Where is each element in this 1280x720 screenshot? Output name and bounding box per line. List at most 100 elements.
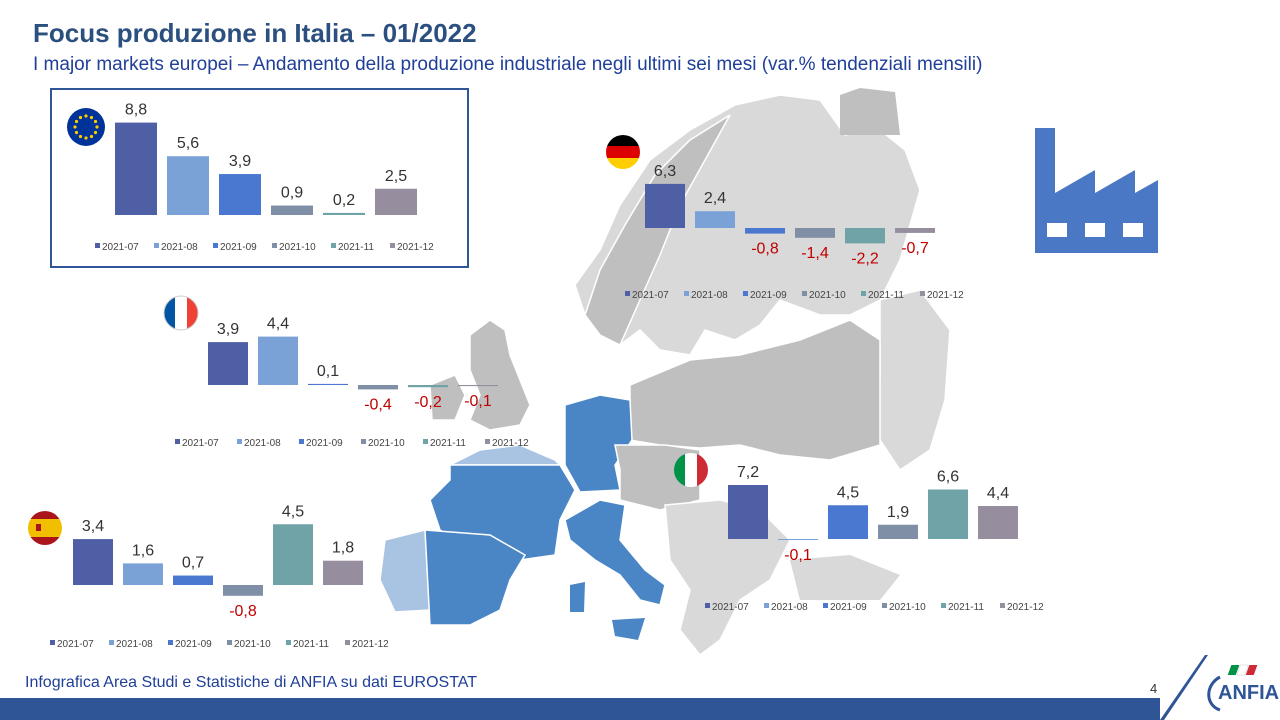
- bar-eu-2021-12: [375, 188, 417, 215]
- legend-entry-it-2021-07: 2021-07: [712, 602, 749, 613]
- legend-swatch-es-2021-10: [227, 640, 232, 645]
- data-label-eu-2021-10: 0,9: [281, 185, 303, 202]
- map-germany: [564, 394, 633, 493]
- spain-flag-icon: [28, 511, 62, 545]
- bar-fr-2021-12: [458, 385, 498, 387]
- legend-swatch-es-2021-11: [286, 640, 291, 645]
- bar-it-2021-11: [928, 489, 968, 539]
- legend-swatch-it-2021-09: [823, 603, 828, 608]
- data-label-es-2021-11: 4,5: [282, 503, 304, 520]
- bar-it-2021-10: [878, 524, 918, 539]
- data-label-es-2021-09: 0,7: [182, 555, 204, 572]
- eu-flag-icon: [67, 108, 105, 146]
- legend-entry-de-2021-07: 2021-07: [632, 290, 669, 301]
- data-label-es-2021-12: 1,8: [332, 540, 354, 557]
- data-label-de-2021-09: -0,8: [751, 241, 779, 258]
- bar-de-2021-08: [695, 211, 735, 228]
- chart-es: 3,4 1,6 0,7 -0,8 4,5 1,8 2021-07 2021-08 2021-09…: [50, 503, 389, 650]
- factory-icon: [1035, 128, 1158, 253]
- legend-entry-fr-2021-11: 2021-11: [430, 438, 466, 449]
- data-label-es-2021-08: 1,6: [132, 542, 154, 559]
- map-north-cap: [840, 88, 900, 135]
- bar-eu-2021-11: [323, 212, 365, 215]
- bottom-bar: [0, 698, 1160, 720]
- data-label-it-2021-11: 6,6: [937, 469, 959, 486]
- france-flag-icon: [163, 295, 199, 331]
- chart-eu: 8,8 5,6 3,9 0,9 0,2 2,5 2021-07 2021-08 2021-09 2…: [95, 102, 434, 253]
- legend-swatch-eu-2021-08: [154, 243, 159, 248]
- legend-swatch-fr-2021-11: [423, 439, 428, 444]
- legend-swatch-eu-2021-12: [390, 243, 395, 248]
- bar-fr-2021-08: [258, 336, 298, 385]
- legend-swatch-it-2021-10: [882, 603, 887, 608]
- page-subtitle: I major markets europei – Andamento dell…: [33, 54, 983, 75]
- legend-entry-eu-2021-10: 2021-10: [279, 242, 316, 253]
- legend-entry-it-2021-08: 2021-08: [771, 602, 808, 613]
- data-label-eu-2021-08: 5,6: [177, 135, 199, 152]
- legend-swatch-fr-2021-12: [485, 439, 490, 444]
- legend-entry-de-2021-10: 2021-10: [809, 290, 846, 301]
- legend-entry-de-2021-11: 2021-11: [868, 290, 904, 301]
- chart-de: 6,3 2,4 -0,8 -1,4 -2,2 -0,7 2021-07 2021-08 2021…: [625, 163, 964, 301]
- legend-entry-fr-2021-10: 2021-10: [368, 438, 405, 449]
- map-italy: [564, 499, 666, 606]
- data-label-eu-2021-11: 0,2: [333, 192, 355, 209]
- bar-es-2021-08: [123, 563, 163, 585]
- bar-fr-2021-07: [208, 342, 248, 385]
- legend-swatch-de-2021-12: [920, 291, 925, 296]
- bar-de-2021-10: [795, 228, 835, 238]
- legend-swatch-it-2021-07: [705, 603, 710, 608]
- legend-swatch-fr-2021-08: [237, 439, 242, 444]
- footer-source: Infografica Area Studi e Statistiche di …: [25, 674, 478, 691]
- legend-swatch-eu-2021-11: [331, 243, 336, 248]
- legend-entry-it-2021-10: 2021-10: [889, 602, 926, 613]
- legend-entry-es-2021-11: 2021-11: [293, 639, 329, 650]
- legend-entry-eu-2021-09: 2021-09: [220, 242, 257, 253]
- data-label-de-2021-08: 2,4: [704, 190, 726, 207]
- map-portugal: [379, 529, 431, 613]
- data-label-it-2021-12: 4,4: [987, 485, 1009, 502]
- bar-it-2021-07: [728, 485, 768, 539]
- bar-es-2021-12: [323, 560, 363, 585]
- chart-fr: 3,9 4,4 0,1 -0,4 -0,2 -0,1 2021-07 2021-08 2021-…: [175, 316, 529, 449]
- data-label-fr-2021-12: -0,1: [464, 393, 492, 410]
- legend-swatch-es-2021-09: [168, 640, 173, 645]
- legend-entry-es-2021-08: 2021-08: [116, 639, 153, 650]
- anfia-logo-text: ANFIA: [1218, 682, 1279, 704]
- legend-swatch-eu-2021-07: [95, 243, 100, 248]
- bar-de-2021-09: [745, 228, 785, 234]
- legend-entry-de-2021-09: 2021-09: [750, 290, 787, 301]
- bar-fr-2021-10: [358, 385, 398, 390]
- map-norway: [584, 114, 731, 347]
- legend-swatch-eu-2021-09: [213, 243, 218, 248]
- page-number: 4: [1150, 681, 1158, 696]
- data-label-it-2021-10: 1,9: [887, 504, 909, 521]
- data-label-de-2021-07: 6,3: [654, 163, 676, 180]
- legend-entry-es-2021-12: 2021-12: [352, 639, 389, 650]
- legend-swatch-es-2021-12: [345, 640, 350, 645]
- data-label-fr-2021-09: 0,1: [317, 363, 339, 380]
- map-uk: [469, 319, 531, 431]
- bar-it-2021-08: [778, 539, 818, 540]
- map-spain: [424, 529, 527, 626]
- map-sicily: [612, 618, 645, 640]
- legend-swatch-it-2021-12: [1000, 603, 1005, 608]
- bar-es-2021-11: [273, 524, 313, 585]
- legend-entry-it-2021-09: 2021-09: [830, 602, 867, 613]
- map-sardinia: [570, 582, 585, 612]
- legend-entry-eu-2021-12: 2021-12: [397, 242, 434, 253]
- data-label-eu-2021-09: 3,9: [229, 153, 251, 170]
- legend-swatch-it-2021-08: [764, 603, 769, 608]
- italy-flag-icon: [674, 453, 708, 487]
- legend-entry-de-2021-12: 2021-12: [927, 290, 964, 301]
- legend-entry-it-2021-12: 2021-12: [1007, 602, 1044, 613]
- data-label-es-2021-07: 3,4: [82, 518, 104, 535]
- data-label-de-2021-11: -2,2: [851, 250, 879, 267]
- bar-eu-2021-10: [271, 205, 313, 215]
- data-label-de-2021-12: -0,7: [901, 240, 929, 257]
- legend-entry-fr-2021-09: 2021-09: [306, 438, 343, 449]
- bar-de-2021-11: [845, 228, 885, 244]
- legend-swatch-es-2021-08: [109, 640, 114, 645]
- legend-swatch-fr-2021-07: [175, 439, 180, 444]
- legend-entry-eu-2021-11: 2021-11: [338, 242, 374, 253]
